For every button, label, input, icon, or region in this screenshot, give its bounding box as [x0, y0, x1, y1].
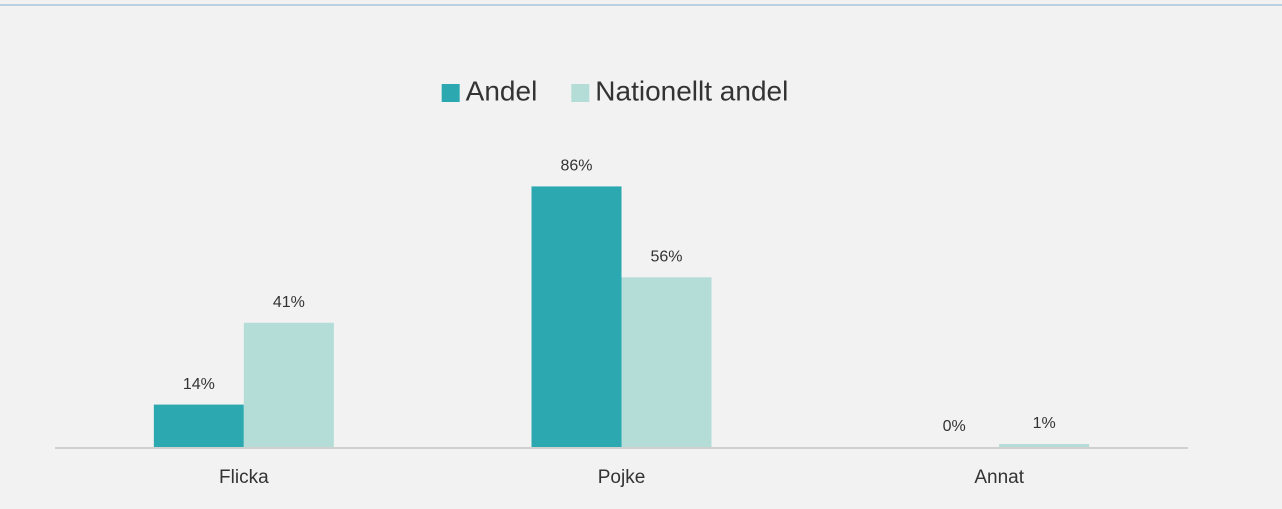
- value-label: 14%: [183, 376, 215, 393]
- value-label: 0%: [943, 418, 966, 435]
- x-tick-label: Flicka: [219, 467, 269, 488]
- value-label: 56%: [650, 249, 682, 266]
- bar: [621, 277, 712, 447]
- bar: [999, 443, 1090, 447]
- legend-label: Andel: [466, 75, 538, 106]
- legend-swatch: [441, 84, 460, 102]
- value-label: 41%: [273, 294, 305, 311]
- bar: [243, 322, 334, 447]
- bar: [531, 186, 622, 448]
- value-label: 1%: [1033, 415, 1056, 432]
- bar: [153, 404, 244, 447]
- legend-label: Nationellt andel: [595, 75, 788, 106]
- value-label: 86%: [560, 158, 592, 175]
- x-tick-label: Pojke: [598, 467, 646, 488]
- x-tick-label: Annat: [974, 467, 1024, 488]
- legend-swatch: [571, 84, 590, 102]
